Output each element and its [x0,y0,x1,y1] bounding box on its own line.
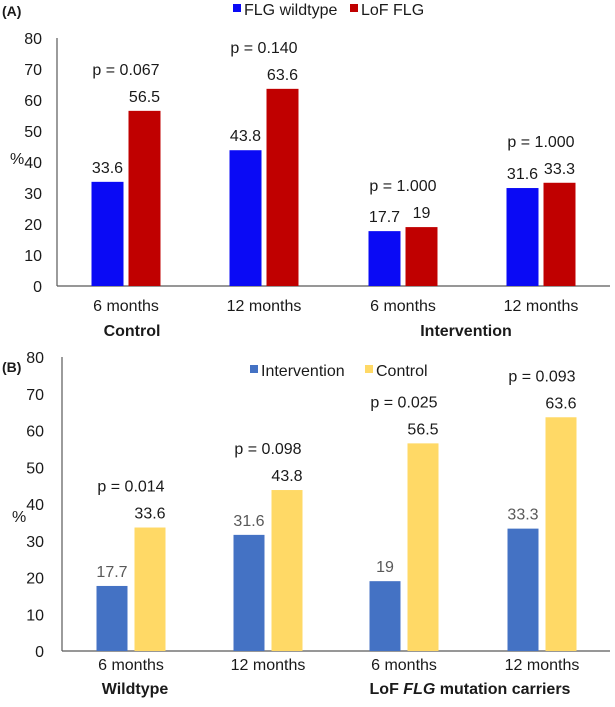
p-value-label: p = 0.067 [92,62,159,79]
bar-value-label: 33.3 [507,507,538,524]
y-tick-label: 20 [26,571,44,588]
bar-value-label: 17.7 [369,209,400,226]
p-value-label: p = 0.093 [508,368,575,385]
y-tick-label: 80 [26,350,44,367]
bar-lof-flg [266,88,299,286]
group-label-part: LoF [370,681,404,698]
panel-label: (B) [2,359,21,375]
bar-value-label: 33.3 [544,161,575,178]
p-value-label: p = 1.000 [369,178,436,195]
p-value-label: p = 0.098 [234,441,301,458]
bar-flg-wildtype [91,181,124,286]
bar-flg-wildtype [368,231,401,286]
group-label-part: mutation carriers [435,681,570,698]
group-label: LoF FLG mutation carriers [370,681,571,698]
legend-label: LoF FLG [361,2,424,19]
y-tick-label: 60 [24,93,42,110]
y-tick-label: 70 [26,387,44,404]
bar-value-label: 43.8 [271,468,302,485]
x-tick-label: 6 months [370,298,436,315]
bar-intervention [96,585,128,651]
bar-value-label: 63.6 [267,67,298,84]
p-value-label: p = 1.000 [507,134,574,151]
y-tick-label: 20 [24,217,42,234]
chart-panel-b: (B) Intervention Control 0 10 20 30 40 50 60 70 80%… [2,350,610,698]
x-tick-label: 6 months [371,657,437,674]
bar-value-label: 17.7 [96,564,127,581]
x-tick-label: 12 months [504,298,579,315]
bar-control [134,527,166,651]
p-value-label: p = 0.025 [370,394,437,411]
bar-value-label: 56.5 [129,89,160,106]
legend-swatch [233,4,241,12]
bar-value-label: 43.8 [230,128,261,145]
y-tick-label: 40 [24,155,42,172]
y-tick-label: 80 [24,31,42,48]
y-tick-label: 60 [26,424,44,441]
y-tick-label: 70 [24,62,42,79]
panel-label: (A) [2,3,21,19]
bar-flg-wildtype [229,150,262,286]
bar-value-label: 56.5 [407,421,438,438]
legend-label: Intervention [261,363,345,380]
legend-label: FLG wildtype [244,2,337,19]
bar-lof-flg [128,110,161,286]
bar-lof-flg [543,182,576,286]
legend-swatch [350,4,358,12]
y-tick-label: 10 [26,607,44,624]
bar-value-label: 31.6 [507,166,538,183]
y-tick-label: 0 [33,279,42,296]
p-value-label: p = 0.140 [230,40,297,57]
bar-control [271,490,303,651]
y-tick-label: 50 [26,460,44,477]
x-tick-label: 12 months [231,657,306,674]
x-tick-label: 6 months [93,298,159,315]
group-label: Wildtype [102,681,169,698]
bar-intervention [369,581,401,651]
legend-swatch [250,365,258,373]
y-tick-label: 50 [24,124,42,141]
group-label: Control [104,323,161,340]
bar-value-label: 63.6 [545,395,576,412]
p-value-label: p = 0.014 [97,479,164,496]
bar-value-label: 33.6 [134,506,165,523]
bar-value-label: 33.6 [92,160,123,177]
bar-flg-wildtype [506,188,539,286]
y-axis-label: % [10,151,24,168]
group-label-part: FLG [403,681,435,698]
bar-lof-flg [405,227,438,286]
bar-intervention [233,534,265,651]
legend-swatch [365,365,373,373]
group-label: Intervention [420,323,512,340]
y-tick-label: 10 [24,248,42,265]
x-tick-label: 12 months [227,298,302,315]
bar-value-label: 19 [413,205,431,222]
x-tick-label: 6 months [98,657,164,674]
legend-label: Control [376,363,428,380]
chart-panel-a: (A) FLG wildtype LoF FLG 0 10 20 30 40 50 60 70 80%… [2,2,610,340]
y-axis-label: % [12,509,26,526]
bar-control [545,417,577,651]
bar-value-label: 19 [376,559,394,576]
x-tick-label: 12 months [505,657,580,674]
y-tick-label: 30 [26,534,44,551]
y-tick-label: 30 [24,186,42,203]
bar-intervention [507,528,539,651]
y-tick-label: 0 [35,644,44,661]
y-tick-label: 40 [26,497,44,514]
bar-control [407,443,439,651]
bar-value-label: 31.6 [233,513,264,530]
